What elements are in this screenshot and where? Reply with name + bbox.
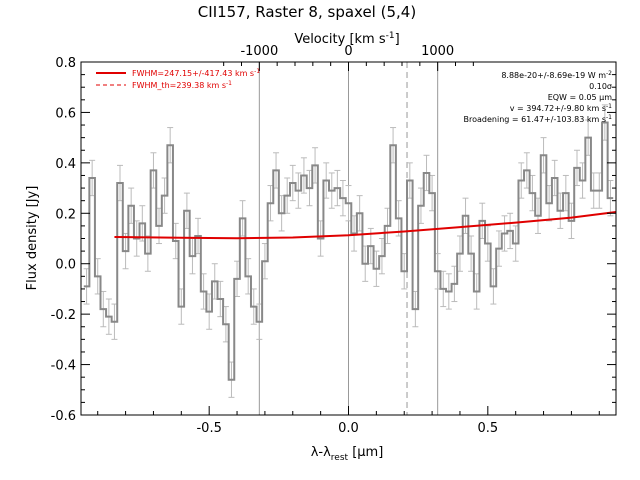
y-axis-label: Flux density [Jy] <box>25 186 40 291</box>
legend: FWHM=247.15+/-417.43 km s-1 FWHM_th=239.3… <box>96 68 260 90</box>
y-tick-label: -0.2 <box>51 308 76 323</box>
spectrum-line <box>83 121 614 381</box>
x-axis-label: λ-λrest [μm] <box>311 445 384 463</box>
annotation-line: 0.10σ <box>589 82 612 91</box>
fit-annotations: 8.88e-20+/-8.69e-19 W m-2 0.10σ EQW = 0.05… <box>464 70 613 124</box>
fit-curve <box>114 211 617 240</box>
plot-area <box>83 62 617 415</box>
top-tick-label: 0 <box>344 44 352 59</box>
x-tick-label: -0.5 <box>196 421 221 436</box>
y-tick-label: 0.0 <box>55 258 76 273</box>
legend-label: FWHM_th=239.38 km s-1 <box>132 80 232 90</box>
top-axis-label: Velocity [km s-1] <box>294 31 399 47</box>
annotation-line: 8.88e-20+/-8.69e-19 W m-2 <box>501 70 612 80</box>
chart-title: CII157, Raster 8, spaxel (5,4) <box>198 3 416 21</box>
y-tick-label: 0.2 <box>55 207 76 222</box>
annotation-line: EQW = 0.05 μm <box>548 93 612 102</box>
annotation-line: Broadening = 61.47+/-103.83 km s-1 <box>464 114 613 124</box>
x-tick-label: 0.0 <box>338 421 359 436</box>
y-tick-label: -0.6 <box>51 409 76 424</box>
y-tick-label: 0.8 <box>55 56 76 71</box>
annotation-line: v = 394.72+/-9.80 km s-1 <box>510 103 612 113</box>
top-tick-label: -1000 <box>240 44 278 59</box>
legend-label: FWHM=247.15+/-417.43 km s-1 <box>132 68 260 78</box>
y-tick-label: 0.4 <box>55 157 76 172</box>
top-tick-label: 1000 <box>421 44 454 59</box>
x-tick-label: 0.5 <box>477 421 498 436</box>
axes: -0.5 0.0 0.5 -1000 0 1000 -0.6 -0.4 -0.2 0.0 0.2 0.… <box>51 44 617 436</box>
y-tick-label: 0.6 <box>55 106 76 121</box>
y-tick-label: -0.4 <box>51 359 76 374</box>
